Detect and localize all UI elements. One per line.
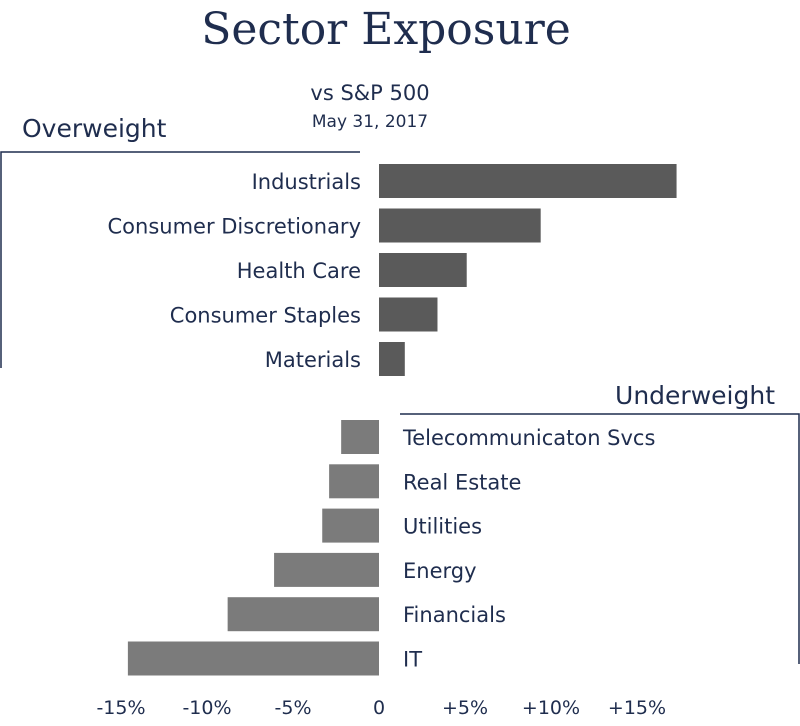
category-label-industrials: Industrials (252, 170, 361, 194)
bar-health-care (379, 253, 467, 287)
category-label-financials: Financials (403, 603, 506, 627)
category-label-it: IT (403, 648, 422, 672)
x-tick-label: -5% (275, 697, 312, 719)
underweight-bracket (400, 413, 800, 664)
x-tick-label: 0 (373, 697, 385, 719)
bar-materials (379, 342, 405, 376)
bar-real-estate (329, 464, 379, 499)
x-tick-label: +15% (608, 697, 666, 719)
bar-telecommunicaton-svcs (341, 420, 379, 454)
bar-industrials (379, 164, 677, 198)
underweight-label: Underweight (615, 381, 775, 410)
chart-subtitle: vs S&P 500 (310, 81, 429, 105)
x-tick-label: +5% (442, 697, 488, 719)
bars-layer: Industrials Consumer Discretionary Health … (108, 164, 677, 676)
x-tick-label: +10% (522, 697, 580, 719)
category-label-materials: Materials (265, 348, 361, 372)
bar-consumer-discretionary (379, 208, 541, 243)
chart-title: Sector Exposure (201, 4, 571, 55)
category-label-consumer-staples: Consumer Staples (170, 304, 361, 328)
bar-utilities (322, 508, 379, 543)
x-tick-label: -15% (96, 697, 145, 719)
category-label-health-care: Health Care (237, 259, 361, 283)
bar-energy (274, 552, 379, 587)
bar-it (127, 641, 379, 676)
x-tick-label: -10% (182, 697, 231, 719)
x-axis-ticks: -15% -10% -5% 0 +5% +10% +15% (96, 697, 666, 719)
category-label-energy: Energy (403, 559, 477, 583)
overweight-bracket (0, 151, 360, 368)
category-label-consumer-discretionary: Consumer Discretionary (108, 215, 362, 239)
chart-date: May 31, 2017 (312, 112, 428, 132)
category-label-utilities: Utilities (403, 515, 482, 539)
overweight-label: Overweight (22, 114, 167, 143)
bar-financials (227, 597, 379, 632)
bar-consumer-staples (379, 297, 438, 332)
category-label-telecommunicaton-svcs: Telecommunicaton Svcs (402, 426, 655, 450)
category-label-real-estate: Real Estate (403, 470, 521, 494)
